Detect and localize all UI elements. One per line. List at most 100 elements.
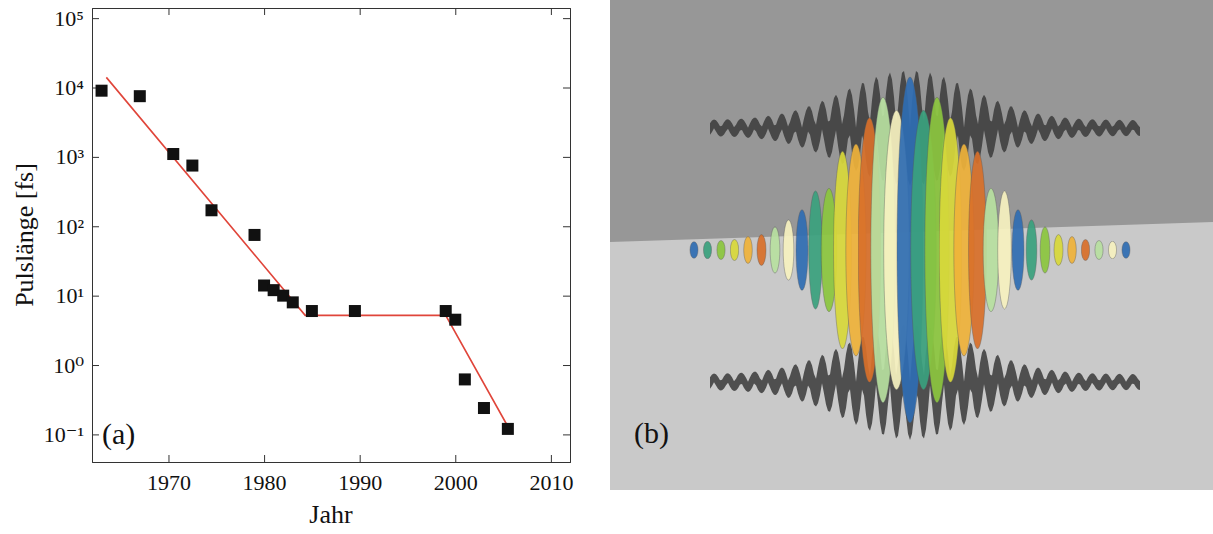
x-tick-mark <box>455 455 456 462</box>
y-tick-label: 10² <box>55 214 84 239</box>
x-tick-mark <box>264 455 265 462</box>
data-point <box>167 148 179 160</box>
x-tick: 1990 <box>338 455 382 495</box>
y-tick-label: 10⁰ <box>53 353 84 378</box>
packet-ring <box>690 242 698 259</box>
y-tick-right <box>563 296 570 297</box>
x-tick-label: 2010 <box>529 470 573 495</box>
data-point <box>287 296 299 308</box>
packet-ring <box>1095 240 1103 259</box>
panel-b: (b) <box>610 0 1213 490</box>
x-axis-top-line <box>93 9 571 16</box>
data-point <box>502 423 514 435</box>
packet-ring <box>1026 220 1037 280</box>
y-tick-label: 10³ <box>55 144 84 169</box>
x-tick-mark-top <box>551 8 552 15</box>
x-tick-top <box>551 8 552 15</box>
data-point <box>349 305 361 317</box>
x-axis: 1970 1980 1990 2000 2010 <box>93 455 574 495</box>
y-tick-right <box>563 226 570 227</box>
y-tick-mark-right <box>563 296 570 297</box>
panel-a: 1970 1980 1990 2000 2010 10⁻¹ 10⁰ 10¹ 10² 10³ 10⁴ 1… <box>10 6 574 529</box>
panel-label: (b) <box>634 416 669 450</box>
y-tick-mark-right <box>563 88 570 89</box>
packet-ring <box>1068 237 1077 264</box>
y-tick-right <box>563 365 570 366</box>
y-tick-mark-right <box>563 18 570 19</box>
backdrop-floor <box>610 0 1213 490</box>
data-point <box>186 160 198 172</box>
x-axis-line <box>93 455 571 463</box>
x-tick: 1980 <box>243 455 287 495</box>
trend-line <box>106 77 508 426</box>
packet-ring <box>998 191 1012 309</box>
data-point <box>478 402 490 414</box>
y-axis-right <box>563 9 571 463</box>
y-tick: 10⁵ <box>54 6 99 31</box>
y-tick-mark <box>92 18 99 19</box>
x-tick-top <box>455 8 456 15</box>
y-tick: 10⁻¹ <box>44 422 99 447</box>
data-point <box>96 85 108 97</box>
x-tick-mark <box>168 455 169 462</box>
x-tick-mark-top <box>264 8 265 15</box>
data-point <box>306 305 318 317</box>
y-tick: 10³ <box>55 144 99 169</box>
packet-ring <box>717 240 725 259</box>
packet-ring <box>809 191 823 309</box>
y-tick-mark <box>92 157 99 158</box>
x-tick-top <box>168 8 169 15</box>
packet-ring <box>983 188 999 311</box>
y-tick-mark-right <box>563 157 570 158</box>
packet-ring <box>703 241 711 259</box>
packet-ring <box>783 220 794 280</box>
illustration <box>610 0 1213 490</box>
packet-ring <box>796 210 808 291</box>
x-tick: 2000 <box>434 455 478 495</box>
x-axis-top <box>93 8 571 15</box>
x-tick: 2010 <box>529 455 573 495</box>
packet-ring <box>1081 239 1089 260</box>
y-axis-title: Pulslänge [fs] <box>10 163 39 307</box>
packet-ring <box>1040 227 1050 273</box>
packet-ring <box>1012 210 1024 291</box>
x-tick-label: 2000 <box>434 470 478 495</box>
y-tick-right <box>563 157 570 158</box>
y-tick: 10⁴ <box>54 75 99 100</box>
data-point <box>134 90 146 102</box>
y-tick-mark <box>92 434 99 435</box>
y-tick-right <box>563 88 570 89</box>
x-tick-mark-top <box>455 8 456 15</box>
x-tick-top <box>264 8 265 15</box>
y-tick-mark-right <box>563 365 570 366</box>
y-axis-right-line <box>563 9 571 463</box>
packet-ring <box>1122 242 1130 259</box>
x-tick-mark <box>360 455 361 462</box>
x-tick-mark-top <box>168 8 169 15</box>
figure: 1970 1980 1990 2000 2010 10⁻¹ 10⁰ 10¹ 10² 10³ 10⁴ 1… <box>0 0 1213 534</box>
y-tick-mark-right <box>563 434 570 435</box>
x-tick-label: 1970 <box>147 470 191 495</box>
data-point <box>206 204 218 216</box>
data-point <box>459 373 471 385</box>
x-tick-label: 1980 <box>243 470 287 495</box>
y-tick-mark <box>92 365 99 366</box>
y-tick-mark <box>92 226 99 227</box>
y-tick: 10⁰ <box>53 353 99 378</box>
data-point <box>249 229 261 241</box>
x-tick: 1970 <box>147 455 191 495</box>
packet-ring <box>1054 235 1063 266</box>
packet-ring <box>744 237 753 264</box>
panel-label: (a) <box>102 417 135 451</box>
y-tick-mark <box>92 296 99 297</box>
y-tick-label: 10⁴ <box>54 75 84 100</box>
x-tick-mark-top <box>360 8 361 15</box>
x-tick-label: 1990 <box>338 470 382 495</box>
packet-ring <box>1108 241 1116 259</box>
x-tick-top <box>360 8 361 15</box>
y-tick: 10¹ <box>55 283 99 308</box>
marks <box>96 77 514 435</box>
y-tick-mark-right <box>563 226 570 227</box>
plot-frame <box>92 8 570 462</box>
x-tick-mark <box>551 455 552 462</box>
